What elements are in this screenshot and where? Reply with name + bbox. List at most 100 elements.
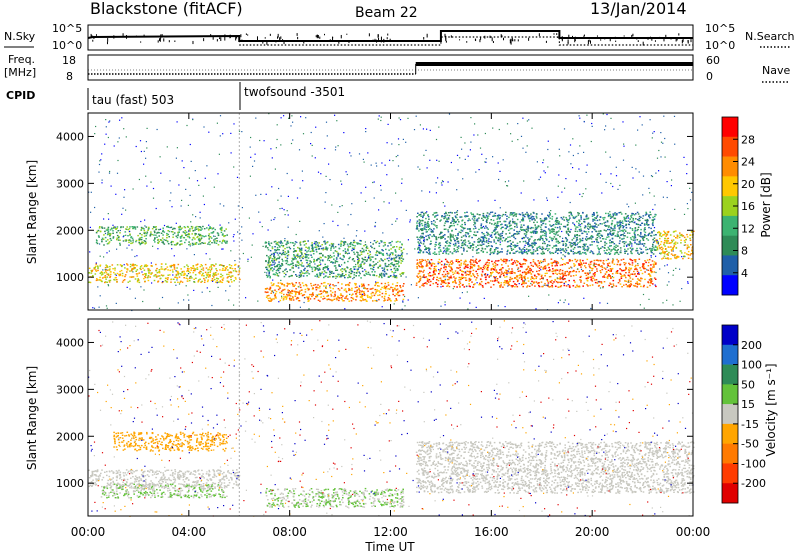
scatter-cell [494, 212, 497, 214]
scatter-cell [270, 282, 273, 284]
scatter-cell [548, 266, 550, 269]
scatter-cell [277, 254, 280, 256]
scatter-cell [536, 249, 539, 251]
scatter-cell [545, 218, 548, 220]
scatter-cell [425, 226, 428, 228]
scatter-cell [421, 232, 423, 235]
scatter-cell [401, 272, 403, 275]
scatter-cell [537, 273, 539, 275]
scatter-cell [323, 297, 326, 300]
scatter-cell [349, 256, 351, 259]
scatter-cell [468, 278, 471, 280]
scatter-cell [417, 212, 419, 214]
scatter-cell [534, 241, 536, 244]
scatter-cell [591, 231, 593, 233]
scatter-cell [302, 265, 305, 267]
noise-spike [380, 41, 382, 43]
scatter-cell [372, 256, 374, 258]
scatter-cell [630, 250, 632, 253]
scatter-cell [522, 214, 524, 216]
scatter-cell [629, 258, 631, 260]
scatter-cell [166, 232, 168, 235]
scatter-cell [101, 226, 103, 228]
scatter-cell [109, 237, 112, 240]
scatter-cell [600, 271, 602, 274]
scatter-cell [165, 277, 168, 279]
scatter-cell [625, 262, 627, 264]
scatter-cell [575, 271, 578, 273]
scatter-cell [129, 266, 132, 268]
scatter-cell [124, 274, 127, 276]
scatter-cell [291, 290, 294, 292]
scatter-cell [647, 261, 650, 264]
scatter-cell [113, 227, 115, 229]
scatter-cell [221, 269, 224, 271]
scatter-cell [458, 276, 461, 279]
scatter-cell [499, 237, 502, 239]
scatter-cell [138, 238, 140, 240]
scatter-cell [469, 285, 471, 288]
scatter-cell [379, 264, 381, 266]
scatter-cell [509, 276, 512, 279]
scatter-cell [538, 284, 540, 287]
scatter-cell [337, 254, 340, 256]
scatter-cell [269, 244, 271, 247]
scatter-cell [170, 281, 172, 283]
scatter-cell [580, 279, 582, 282]
scatter-cell [626, 232, 629, 234]
scatter-cell [171, 264, 173, 267]
scatter-cell [390, 252, 393, 254]
scatter-cell [212, 279, 214, 282]
scatter-cell [371, 268, 374, 270]
scatter-cell [530, 278, 532, 280]
scatter-cell [499, 269, 501, 271]
scatter-cell [623, 264, 626, 266]
scatter-cell [172, 233, 175, 236]
scatter-cell [509, 272, 512, 275]
scatter-cell [291, 296, 294, 298]
scatter-cell [380, 252, 382, 254]
scatter-cell [642, 235, 644, 238]
scatter-cell [167, 243, 170, 245]
scatter-cell [487, 228, 489, 230]
scatter-cell [433, 276, 435, 279]
scatter-cell [350, 269, 353, 272]
scatter-cell [286, 255, 289, 257]
scatter-cell [453, 248, 455, 250]
scatter-cell [497, 233, 500, 235]
noise-traces [87, 30, 693, 46]
scatter-cell [420, 235, 422, 237]
scatter-cell [634, 261, 637, 263]
scatter-cell [590, 250, 592, 252]
scatter-cell [535, 276, 538, 278]
noise-spike [528, 37, 530, 41]
scatter-cell [449, 211, 452, 214]
scatter-cell [525, 242, 527, 244]
scatter-cell [205, 267, 208, 269]
scatter-cell [157, 242, 160, 244]
noise-spike [245, 33, 247, 35]
scatter-cell [200, 229, 202, 231]
scatter-cell [609, 233, 612, 236]
scatter-cell [289, 299, 291, 301]
scatter-cell [162, 230, 164, 233]
scatter-cell [635, 213, 637, 215]
scatter-cell [544, 260, 546, 262]
scatter-cell [645, 235, 647, 237]
scatter-cell [499, 275, 502, 277]
scatter-cell [121, 265, 123, 268]
scatter-cell [443, 281, 446, 283]
scatter-cell [158, 232, 161, 234]
scatter-cell [557, 252, 559, 255]
scatter-cell [627, 220, 630, 222]
scatter-cell [585, 253, 587, 255]
scatter-cell [189, 228, 191, 230]
scatter-cell [222, 279, 224, 281]
scatter-cell [269, 286, 272, 289]
scatter-cell [283, 293, 285, 296]
scatter-cell [442, 282, 444, 284]
scatter-cell [170, 264, 172, 267]
scatter-cell [471, 249, 474, 251]
scatter-cell [166, 226, 168, 228]
scatter-cell [551, 239, 553, 242]
